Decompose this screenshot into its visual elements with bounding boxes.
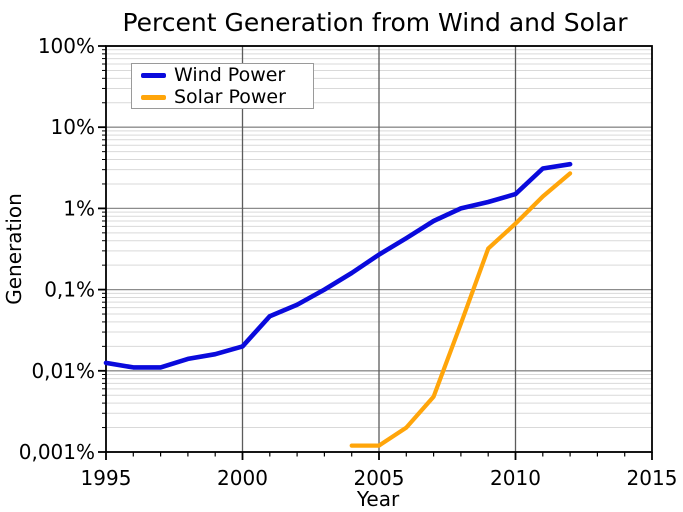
legend: Wind Power Solar Power [131, 63, 314, 109]
y-tick-label: 0,1% [44, 278, 95, 302]
x-tick-label: 2000 [217, 466, 268, 490]
tick-labels: 1995 2000 2005 2010 2015 100% 10% 1% 0,1% 0,01% 0,… [19, 34, 678, 490]
legend-label-wind: Wind Power [174, 63, 286, 86]
y-tick-label: 1% [63, 196, 95, 220]
y-tick-label: 0,01% [31, 359, 95, 383]
gridlines [106, 45, 652, 453]
x-tick-label: 2005 [354, 466, 405, 490]
x-tick-label: 2015 [627, 466, 678, 490]
x-axis-label: Year [356, 487, 400, 511]
solar-line-swatch [141, 94, 166, 100]
y-tick-label: 10% [51, 115, 95, 139]
y-tick-label: 0,001% [19, 440, 95, 464]
y-tick-label: 100% [38, 34, 95, 58]
legend-item-wind: Wind Power [141, 63, 313, 86]
legend-label-solar: Solar Power [174, 85, 286, 108]
axes [98, 45, 653, 460]
x-tick-label: 1995 [81, 466, 132, 490]
wind-power-line [103, 161, 573, 370]
data-series [103, 161, 573, 448]
solar-power-line [349, 171, 573, 448]
chart-title: Percent Generation from Wind and Solar [122, 8, 628, 37]
y-axis-label: Generation [2, 193, 26, 305]
legend-item-solar: Solar Power [141, 85, 313, 108]
wind-line-swatch [141, 72, 166, 78]
x-tick-label: 2010 [490, 466, 541, 490]
